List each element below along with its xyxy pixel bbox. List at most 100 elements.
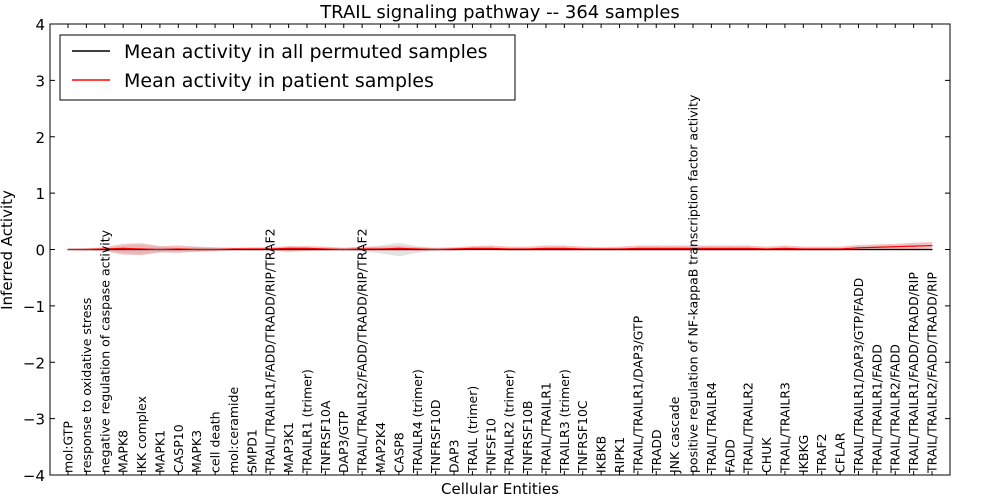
y-tick-label: 2 bbox=[35, 129, 45, 147]
data-point-patient bbox=[159, 248, 161, 251]
x-tick-label: IKK complex bbox=[134, 396, 149, 473]
data-point-patient bbox=[765, 248, 768, 250]
data-point-patient bbox=[710, 247, 713, 249]
data-point-permuted bbox=[692, 248, 694, 251]
x-tick-label: TNFSF10 bbox=[483, 418, 498, 474]
x-tick-label: cell death bbox=[208, 411, 223, 473]
x-tick-label: TRAIL (trimer) bbox=[465, 386, 480, 474]
data-point-patient bbox=[876, 246, 878, 248]
data-point-patient bbox=[196, 248, 198, 251]
x-tick-label: IKBKG bbox=[796, 435, 811, 473]
data-point-permuted bbox=[122, 248, 124, 251]
y-tick-label: 0 bbox=[35, 242, 45, 260]
data-point-patient bbox=[802, 248, 804, 250]
data-point-permuted bbox=[857, 248, 860, 251]
data-point-permuted bbox=[637, 248, 639, 251]
data-point-patient bbox=[692, 247, 694, 249]
data-point-patient bbox=[821, 248, 823, 250]
data-point-patient bbox=[618, 248, 621, 250]
data-point-permuted bbox=[287, 248, 290, 251]
data-point-permuted bbox=[913, 248, 915, 251]
data-point-permuted bbox=[490, 248, 492, 251]
series-lines bbox=[67, 244, 933, 251]
x-tick-label: TRAILR1 (trimer) bbox=[300, 369, 315, 474]
series-line-patient bbox=[68, 244, 933, 251]
x-tick-label: TRAIL/TRAILR2/FADD/TRADD/RIP bbox=[925, 272, 940, 474]
x-tick-label: TRAIL/TRAILR1 bbox=[539, 382, 554, 474]
legend-label-patient: Mean activity in patient samples bbox=[124, 70, 434, 92]
data-point-patient bbox=[655, 247, 657, 249]
x-tick-label: MAPK8 bbox=[116, 430, 131, 473]
x-tick-label: TRAILR2 (trimer) bbox=[502, 369, 517, 474]
x-tick-label: TNFRSF10D bbox=[428, 399, 443, 474]
data-point-permuted bbox=[747, 248, 749, 251]
x-tick-label: MAP2K4 bbox=[373, 422, 388, 473]
data-point-permuted bbox=[729, 248, 731, 251]
x-tick-label: mol:ceramide bbox=[226, 387, 241, 473]
data-point-patient bbox=[122, 247, 124, 249]
data-point-permuted bbox=[894, 248, 896, 251]
x-tick-label: TNFRSF10B bbox=[520, 401, 535, 474]
x-tick-label: TRAIL/TRAILR2 bbox=[741, 382, 756, 474]
x-tick-label: TRADD bbox=[649, 429, 664, 474]
data-point-patient bbox=[471, 247, 474, 249]
x-tick-label: TRAIL/TRAILR2/FADD bbox=[888, 344, 903, 474]
data-point-patient bbox=[508, 248, 510, 250]
data-point-patient bbox=[251, 248, 253, 250]
x-tick-label: TNFRSF10A bbox=[318, 400, 333, 474]
x-tick-label: DAP3/GTP bbox=[336, 410, 351, 473]
data-point-permuted bbox=[545, 248, 547, 251]
x-tick-label: TRAIL/TRAILR1/DAP3/GTP bbox=[630, 315, 645, 474]
x-tick-label: CASP10 bbox=[171, 424, 186, 473]
x-tick-label: DAP3 bbox=[447, 440, 462, 473]
data-point-patient bbox=[600, 248, 602, 250]
data-point-patient bbox=[582, 248, 584, 250]
x-tick-label: CHUK bbox=[759, 437, 774, 473]
x-tick-label: TRAILR4 (trimer) bbox=[410, 369, 425, 474]
y-tick-label: −2 bbox=[23, 354, 45, 372]
y-tick-label: 3 bbox=[35, 72, 45, 90]
x-axis-label: Cellular Entities bbox=[441, 480, 559, 498]
x-tick-label: TRAIL/TRAILR3 bbox=[777, 382, 792, 474]
y-tick-label: −1 bbox=[23, 298, 45, 316]
data-point-patient bbox=[563, 247, 565, 249]
x-tick-label: MAPK1 bbox=[152, 430, 167, 473]
x-tick-label: FADD bbox=[722, 439, 737, 473]
x-axis-ticks: mol:GTP response to oxidative stress negat… bbox=[61, 24, 940, 475]
data-point-patient bbox=[324, 248, 326, 250]
data-point-permuted bbox=[306, 248, 308, 251]
x-tick-label: TRAILR3 (trimer) bbox=[557, 369, 572, 474]
x-tick-label: SMPD1 bbox=[244, 429, 259, 473]
data-point-patient bbox=[398, 247, 400, 249]
data-point-patient bbox=[637, 247, 639, 249]
data-point-patient bbox=[435, 248, 437, 251]
x-tick-label: TRAIL/TRAILR1/FADD/TRADD/RIP/TRAF2 bbox=[263, 228, 278, 474]
data-point-patient bbox=[894, 246, 896, 248]
x-tick-label: TRAIL/TRAILR2/FADD/TRADD/RIP/TRAF2 bbox=[355, 228, 370, 474]
data-point-permuted bbox=[563, 248, 565, 251]
data-point-patient bbox=[931, 244, 933, 247]
x-tick-label: IKBKB bbox=[594, 436, 609, 473]
data-point-patient bbox=[214, 248, 216, 251]
data-point-patient bbox=[269, 248, 271, 250]
y-tick-label: 4 bbox=[35, 16, 45, 34]
x-tick-label: TRAIL/TRAILR4 bbox=[704, 382, 719, 474]
data-point-patient bbox=[857, 247, 860, 249]
data-point-permuted bbox=[655, 248, 657, 251]
data-point-permuted bbox=[674, 248, 676, 251]
data-point-patient bbox=[913, 245, 915, 247]
data-point-patient bbox=[839, 248, 841, 250]
y-axis-label: Inferred Activity bbox=[0, 190, 16, 310]
legend: Mean activity in all permuted samples Me… bbox=[59, 34, 516, 101]
plot-frame bbox=[49, 23, 951, 476]
x-tick-label: CASP8 bbox=[391, 432, 406, 473]
legend-box bbox=[59, 34, 516, 101]
data-point-patient bbox=[784, 247, 786, 249]
data-point-patient bbox=[177, 248, 179, 250]
y-tick-label: −4 bbox=[23, 467, 45, 485]
data-point-patient bbox=[747, 247, 749, 249]
data-point-patient bbox=[379, 248, 382, 250]
data-point-permuted bbox=[931, 248, 933, 251]
chart-title: TRAIL signaling pathway -- 364 samples bbox=[319, 2, 680, 23]
